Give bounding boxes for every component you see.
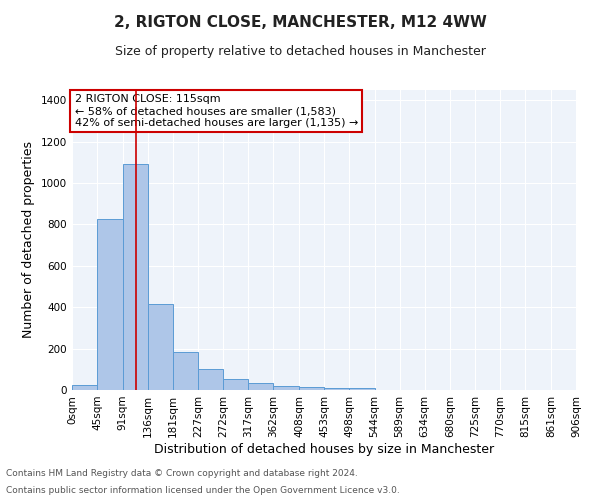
Bar xyxy=(198,370,223,390)
Bar xyxy=(173,352,198,390)
Text: Contains HM Land Registry data © Crown copyright and database right 2024.: Contains HM Land Registry data © Crown c… xyxy=(6,468,358,477)
Text: 2, RIGTON CLOSE, MANCHESTER, M12 4WW: 2, RIGTON CLOSE, MANCHESTER, M12 4WW xyxy=(113,15,487,30)
Bar xyxy=(97,220,122,390)
Bar xyxy=(324,388,349,390)
Bar xyxy=(274,386,299,390)
Bar xyxy=(223,378,248,390)
Text: Size of property relative to detached houses in Manchester: Size of property relative to detached ho… xyxy=(115,45,485,58)
Y-axis label: Number of detached properties: Number of detached properties xyxy=(22,142,35,338)
Text: Contains public sector information licensed under the Open Government Licence v3: Contains public sector information licen… xyxy=(6,486,400,495)
Bar xyxy=(72,385,97,390)
Bar xyxy=(248,383,274,390)
Text: 2 RIGTON CLOSE: 115sqm
← 58% of detached houses are smaller (1,583)
42% of semi-: 2 RIGTON CLOSE: 115sqm ← 58% of detached… xyxy=(74,94,358,128)
Bar xyxy=(148,304,173,390)
X-axis label: Distribution of detached houses by size in Manchester: Distribution of detached houses by size … xyxy=(154,442,494,456)
Bar xyxy=(299,388,324,390)
Bar xyxy=(122,164,148,390)
Bar xyxy=(349,388,374,390)
